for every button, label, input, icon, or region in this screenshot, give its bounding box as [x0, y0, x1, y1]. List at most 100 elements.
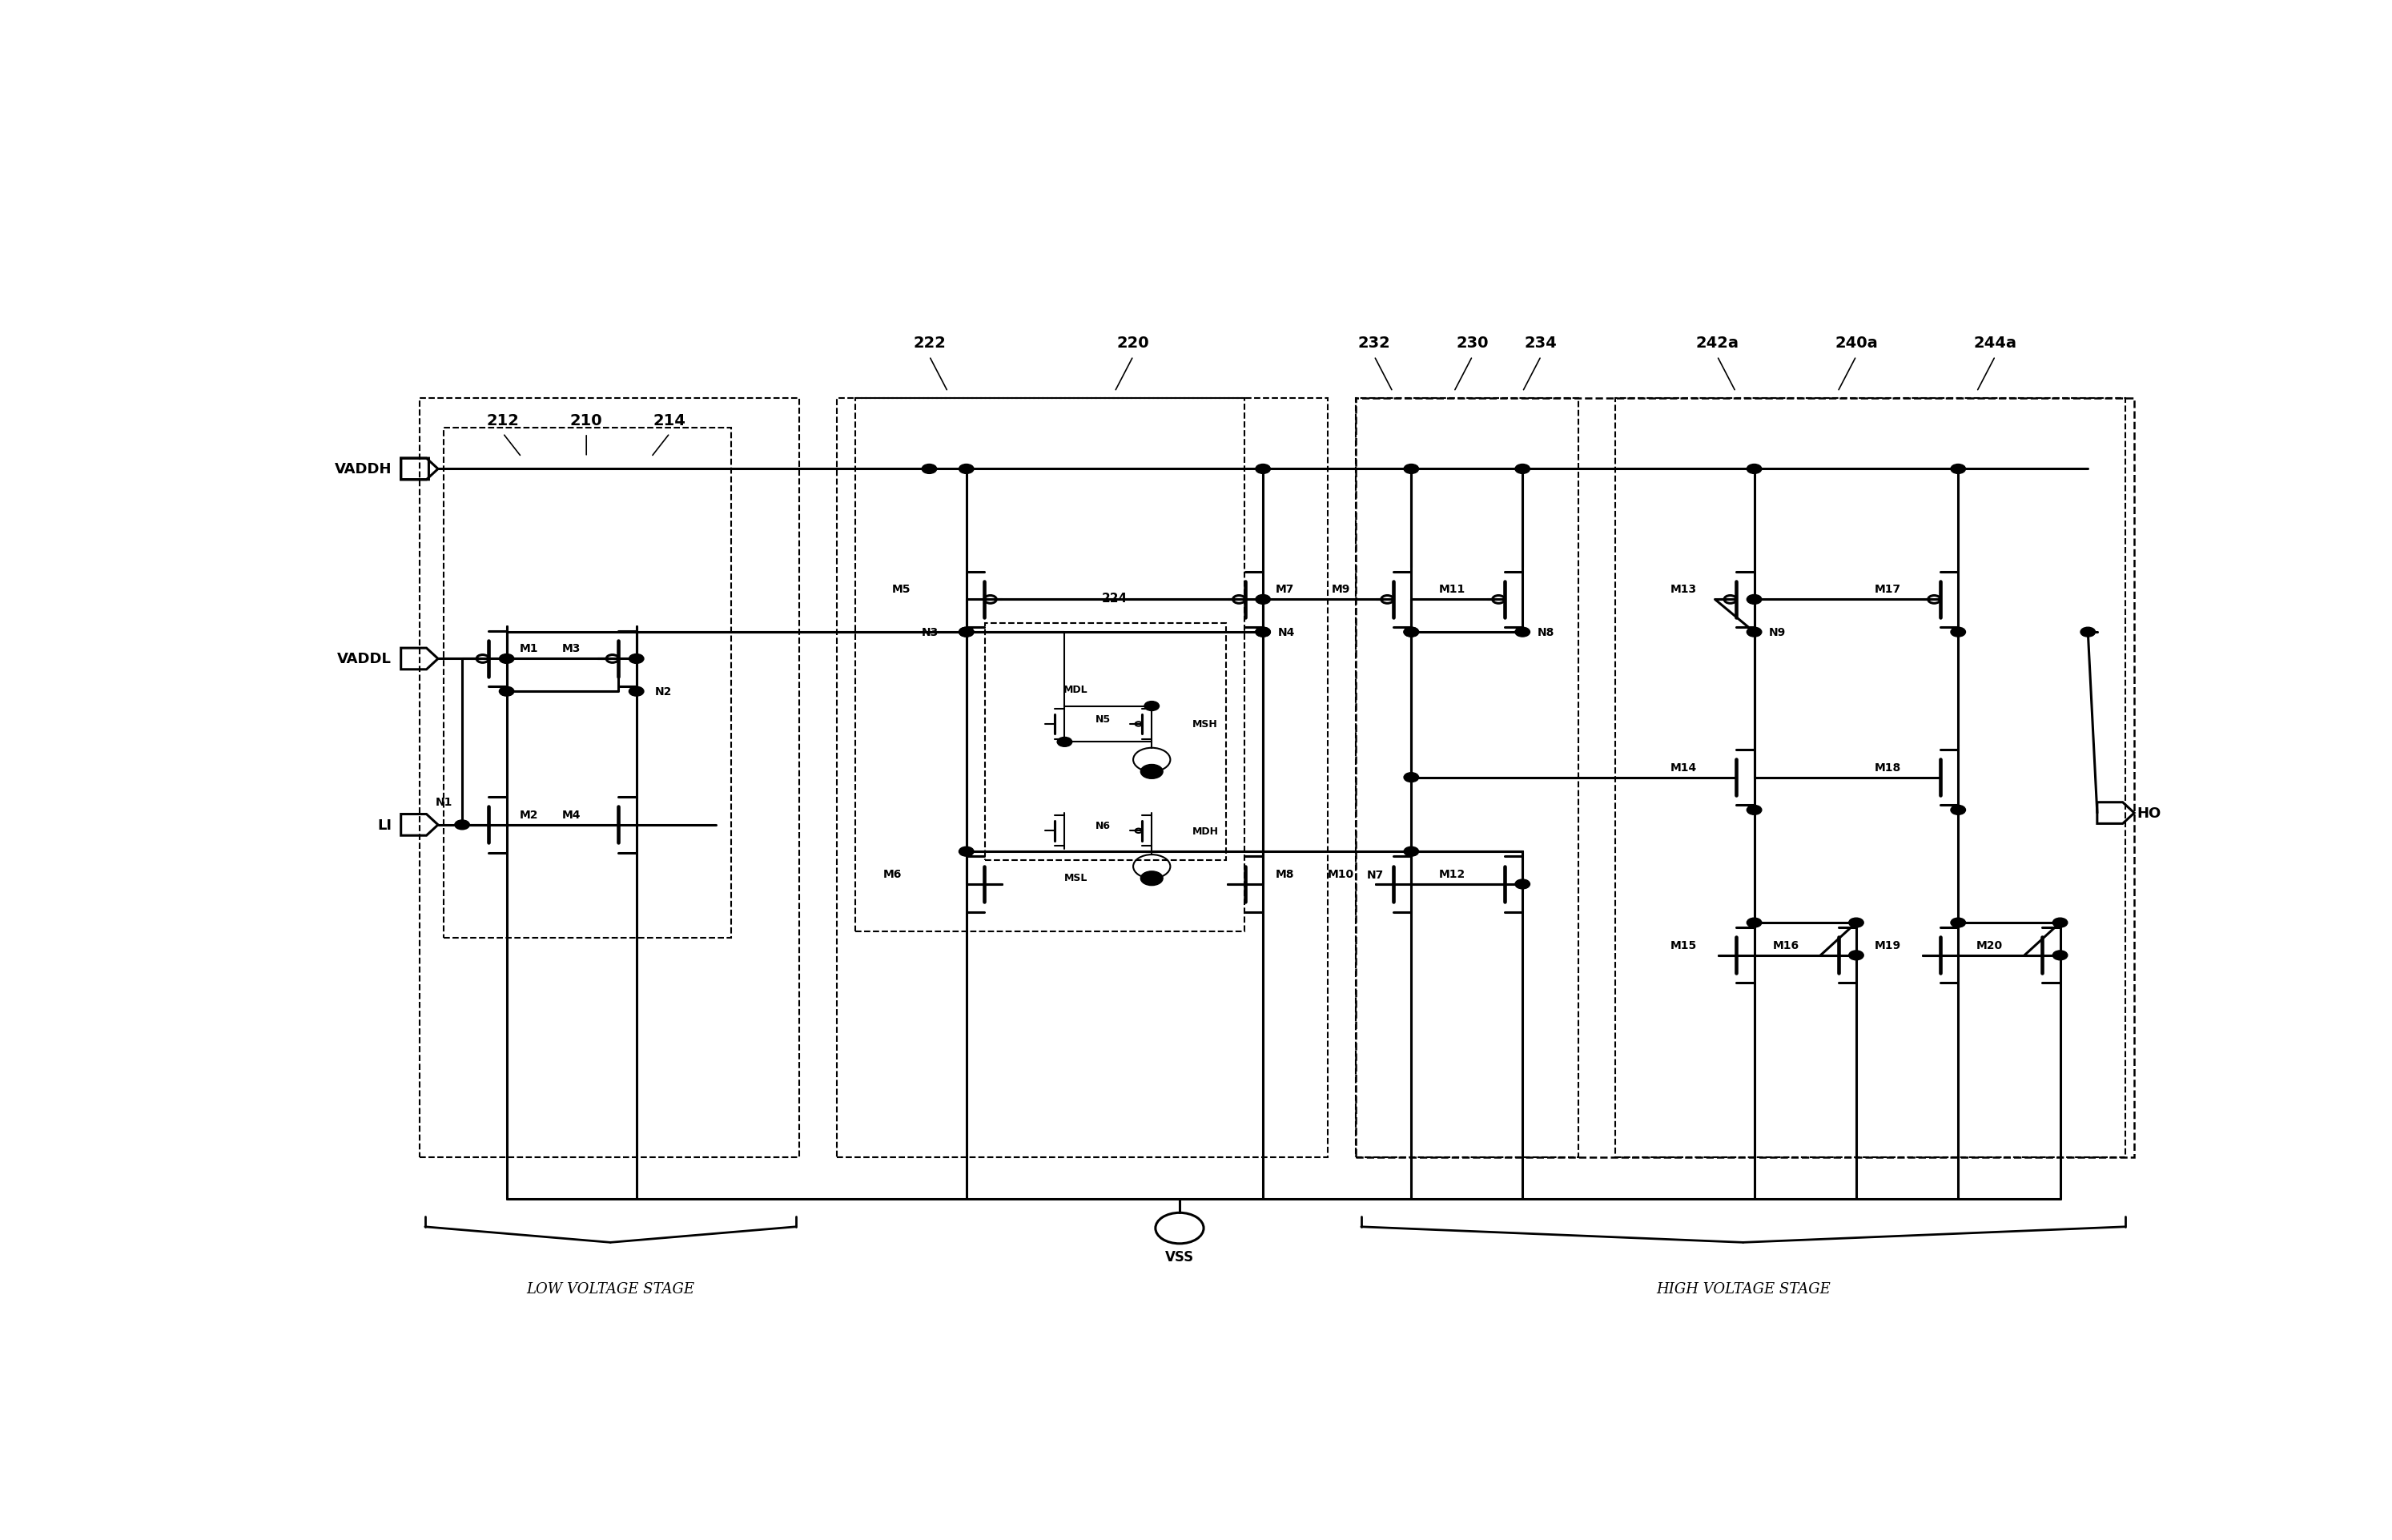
- Bar: [443, 428, 732, 938]
- Text: N8: N8: [1538, 627, 1555, 638]
- Circle shape: [1746, 628, 1761, 638]
- Circle shape: [1952, 465, 1966, 474]
- Circle shape: [1141, 872, 1163, 885]
- Text: M10: M10: [1328, 869, 1354, 879]
- Circle shape: [1514, 465, 1531, 474]
- Circle shape: [1256, 628, 1270, 638]
- Circle shape: [1952, 628, 1966, 638]
- Circle shape: [1746, 918, 1761, 927]
- Circle shape: [1404, 847, 1418, 856]
- Text: MDL: MDL: [1064, 684, 1088, 695]
- Circle shape: [921, 465, 938, 474]
- Text: M3: M3: [562, 644, 581, 654]
- Text: VADDH: VADDH: [335, 462, 392, 476]
- Circle shape: [1952, 805, 1966, 815]
- Text: M17: M17: [1875, 584, 1902, 594]
- Circle shape: [1256, 465, 1270, 474]
- Text: MSH: MSH: [1194, 719, 1218, 730]
- Text: LOW VOLTAGE STAGE: LOW VOLTAGE STAGE: [526, 1281, 694, 1297]
- Text: M4: M4: [562, 808, 581, 821]
- Text: LI: LI: [378, 818, 392, 832]
- Text: M12: M12: [1438, 869, 1466, 879]
- Text: 214: 214: [653, 413, 687, 428]
- Text: 234: 234: [1524, 336, 1557, 351]
- Bar: [1356, 399, 2134, 1157]
- Circle shape: [1404, 773, 1418, 782]
- Text: N7: N7: [1366, 870, 1383, 881]
- Text: M16: M16: [1772, 939, 1799, 950]
- Text: M5: M5: [892, 584, 911, 594]
- Text: M8: M8: [1275, 869, 1294, 879]
- Text: 220: 220: [1117, 336, 1151, 351]
- Text: M13: M13: [1670, 584, 1696, 594]
- Circle shape: [629, 654, 643, 664]
- Text: MDH: MDH: [1194, 825, 1220, 836]
- Text: N6: N6: [1096, 821, 1110, 832]
- Circle shape: [959, 628, 974, 638]
- Circle shape: [500, 654, 514, 664]
- Circle shape: [2081, 628, 2095, 638]
- Circle shape: [1404, 465, 1418, 474]
- Circle shape: [1057, 738, 1072, 747]
- Circle shape: [629, 687, 643, 696]
- Text: 244a: 244a: [1973, 336, 2016, 351]
- Text: M7: M7: [1275, 584, 1294, 594]
- Text: HO: HO: [2136, 805, 2160, 821]
- Circle shape: [959, 628, 974, 638]
- Text: M15: M15: [1670, 939, 1696, 950]
- Text: M2: M2: [519, 808, 538, 821]
- Circle shape: [454, 821, 469, 830]
- Circle shape: [1256, 628, 1270, 638]
- Text: VADDL: VADDL: [337, 651, 392, 667]
- Circle shape: [959, 847, 974, 856]
- Bar: [1615, 399, 2124, 1157]
- Text: N3: N3: [921, 627, 938, 638]
- Circle shape: [2052, 918, 2067, 927]
- Text: M11: M11: [1438, 584, 1466, 594]
- Text: 224: 224: [1103, 593, 1127, 604]
- Text: M6: M6: [883, 869, 902, 879]
- Circle shape: [500, 687, 514, 696]
- Text: VSS: VSS: [1165, 1249, 1194, 1264]
- Circle shape: [1849, 950, 1863, 961]
- Circle shape: [1404, 628, 1418, 638]
- Circle shape: [1849, 918, 1863, 927]
- Text: N1: N1: [435, 796, 452, 807]
- Circle shape: [1141, 765, 1163, 779]
- Bar: [986, 624, 1227, 861]
- Text: MSL: MSL: [1064, 873, 1088, 882]
- Circle shape: [1256, 594, 1270, 605]
- Circle shape: [1514, 879, 1531, 889]
- Circle shape: [1404, 628, 1418, 638]
- Text: 240a: 240a: [1835, 336, 1878, 351]
- Text: 232: 232: [1359, 336, 1390, 351]
- Text: HIGH VOLTAGE STAGE: HIGH VOLTAGE STAGE: [1655, 1281, 1830, 1297]
- Bar: [856, 399, 1244, 932]
- Circle shape: [2052, 950, 2067, 961]
- Circle shape: [1746, 465, 1761, 474]
- Text: N2: N2: [655, 687, 672, 698]
- Text: M18: M18: [1875, 762, 1902, 773]
- Text: 242a: 242a: [1696, 336, 1739, 351]
- Text: 210: 210: [569, 413, 603, 428]
- Circle shape: [1746, 594, 1761, 605]
- Text: N5: N5: [1096, 713, 1110, 724]
- Circle shape: [1746, 805, 1761, 815]
- Bar: [419, 399, 799, 1157]
- Text: N9: N9: [1770, 627, 1787, 638]
- Text: 222: 222: [914, 336, 945, 351]
- Text: M9: M9: [1332, 584, 1349, 594]
- Circle shape: [1952, 918, 1966, 927]
- Text: M14: M14: [1670, 762, 1696, 773]
- Bar: [1356, 399, 1579, 1157]
- Text: M19: M19: [1875, 939, 1902, 950]
- Circle shape: [959, 465, 974, 474]
- Circle shape: [1143, 702, 1160, 711]
- Text: 230: 230: [1457, 336, 1488, 351]
- Text: M1: M1: [519, 644, 538, 654]
- Text: N4: N4: [1277, 627, 1294, 638]
- Text: M20: M20: [1976, 939, 2002, 950]
- Bar: [837, 399, 1328, 1157]
- Text: 212: 212: [486, 413, 519, 428]
- Circle shape: [1514, 628, 1531, 638]
